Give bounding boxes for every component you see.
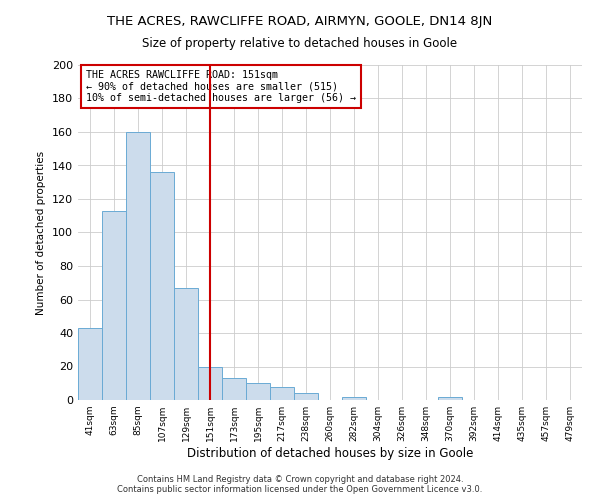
Bar <box>438 396 462 400</box>
Bar <box>246 383 270 400</box>
Text: THE ACRES RAWCLIFFE ROAD: 151sqm
← 90% of detached houses are smaller (515)
10% : THE ACRES RAWCLIFFE ROAD: 151sqm ← 90% o… <box>86 70 356 103</box>
X-axis label: Distribution of detached houses by size in Goole: Distribution of detached houses by size … <box>187 447 473 460</box>
Bar <box>78 328 102 400</box>
Y-axis label: Number of detached properties: Number of detached properties <box>37 150 46 314</box>
Text: Size of property relative to detached houses in Goole: Size of property relative to detached ho… <box>142 38 458 51</box>
Bar <box>342 396 366 400</box>
Text: Contains public sector information licensed under the Open Government Licence v3: Contains public sector information licen… <box>118 485 482 494</box>
Bar <box>150 172 174 400</box>
Bar <box>126 132 150 400</box>
Bar <box>222 378 246 400</box>
Bar <box>102 210 126 400</box>
Text: Contains HM Land Registry data © Crown copyright and database right 2024.: Contains HM Land Registry data © Crown c… <box>137 475 463 484</box>
Bar <box>270 386 294 400</box>
Bar <box>198 366 222 400</box>
Bar <box>174 288 198 400</box>
Text: THE ACRES, RAWCLIFFE ROAD, AIRMYN, GOOLE, DN14 8JN: THE ACRES, RAWCLIFFE ROAD, AIRMYN, GOOLE… <box>107 15 493 28</box>
Bar <box>294 394 318 400</box>
